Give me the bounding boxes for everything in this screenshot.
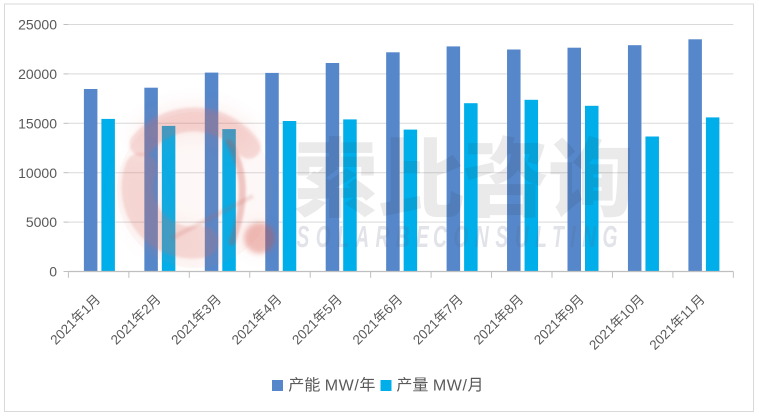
svg-text:25000: 25000 bbox=[18, 17, 57, 33]
svg-text:0: 0 bbox=[49, 264, 57, 280]
svg-text:20000: 20000 bbox=[18, 66, 57, 82]
svg-text:5000: 5000 bbox=[26, 214, 57, 230]
svg-text:CONSULTING: CONSULTING bbox=[433, 220, 618, 254]
svg-text:10000: 10000 bbox=[18, 165, 57, 181]
svg-text:15000: 15000 bbox=[18, 115, 57, 131]
svg-text:SOLARBE: SOLARBE bbox=[297, 220, 430, 254]
svg-text:MW/: MW/ bbox=[433, 377, 468, 394]
svg-text:MW/: MW/ bbox=[325, 377, 360, 394]
